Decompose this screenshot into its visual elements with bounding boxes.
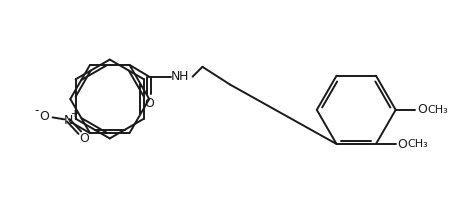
Text: O: O xyxy=(39,110,48,123)
Text: +: + xyxy=(70,109,78,119)
Text: -: - xyxy=(34,104,39,117)
Text: H: H xyxy=(179,70,188,83)
Text: O: O xyxy=(418,103,427,116)
Text: O: O xyxy=(397,137,408,150)
Text: CH₃: CH₃ xyxy=(407,139,428,149)
Text: N: N xyxy=(171,70,180,83)
Text: O: O xyxy=(144,97,154,110)
Text: O: O xyxy=(79,132,89,145)
Text: N: N xyxy=(64,114,73,127)
Text: CH₃: CH₃ xyxy=(427,105,448,115)
